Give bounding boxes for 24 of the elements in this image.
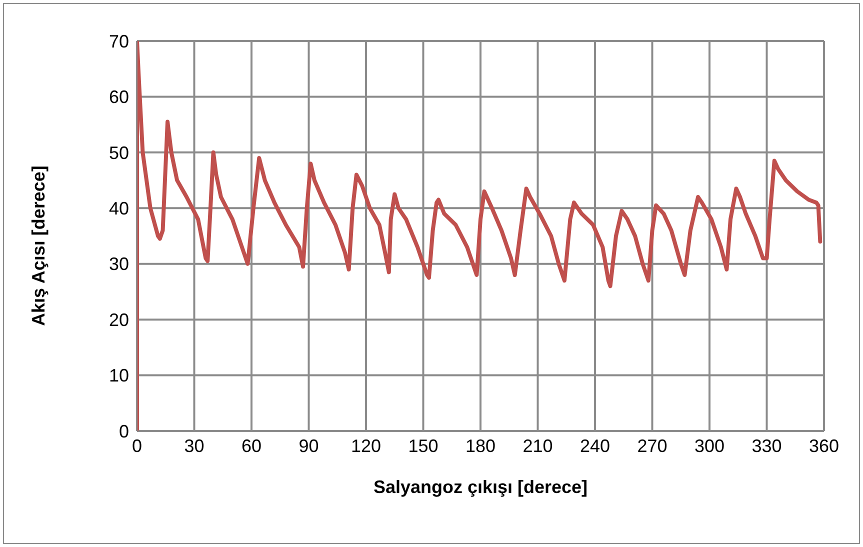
y-tick-label: 10 xyxy=(108,366,129,386)
x-tick-label: 270 xyxy=(637,436,668,456)
x-tick-label: 300 xyxy=(694,436,725,456)
x-tick-label: 210 xyxy=(522,436,553,456)
y-tick-label: 50 xyxy=(108,142,129,163)
x-tick-label: 30 xyxy=(184,436,204,456)
y-tick-label: 40 xyxy=(108,198,129,219)
y-tick-label: 60 xyxy=(108,87,129,108)
y-tick-label: 20 xyxy=(108,310,129,330)
x-axis-title: Salyangoz çıkışı [derece] xyxy=(373,477,588,497)
x-tick-label: 120 xyxy=(350,436,382,456)
y-tick-label: 0 xyxy=(118,421,129,442)
line-series xyxy=(137,41,822,431)
y-axis-title: Akış Açısı [derece] xyxy=(28,166,48,326)
x-tick-label: 360 xyxy=(808,436,840,456)
x-tick-label: 240 xyxy=(580,436,610,456)
x-tick-label: 180 xyxy=(465,436,496,456)
y-tick-label: 70 xyxy=(108,31,129,52)
x-tick-label: 60 xyxy=(241,436,262,456)
y-tick-label: 30 xyxy=(108,254,129,274)
x-tick-label: 330 xyxy=(752,436,782,456)
x-tick-label: 0 xyxy=(132,436,142,456)
x-tick-label: 150 xyxy=(408,436,438,456)
x-tick-label: 90 xyxy=(298,436,319,456)
